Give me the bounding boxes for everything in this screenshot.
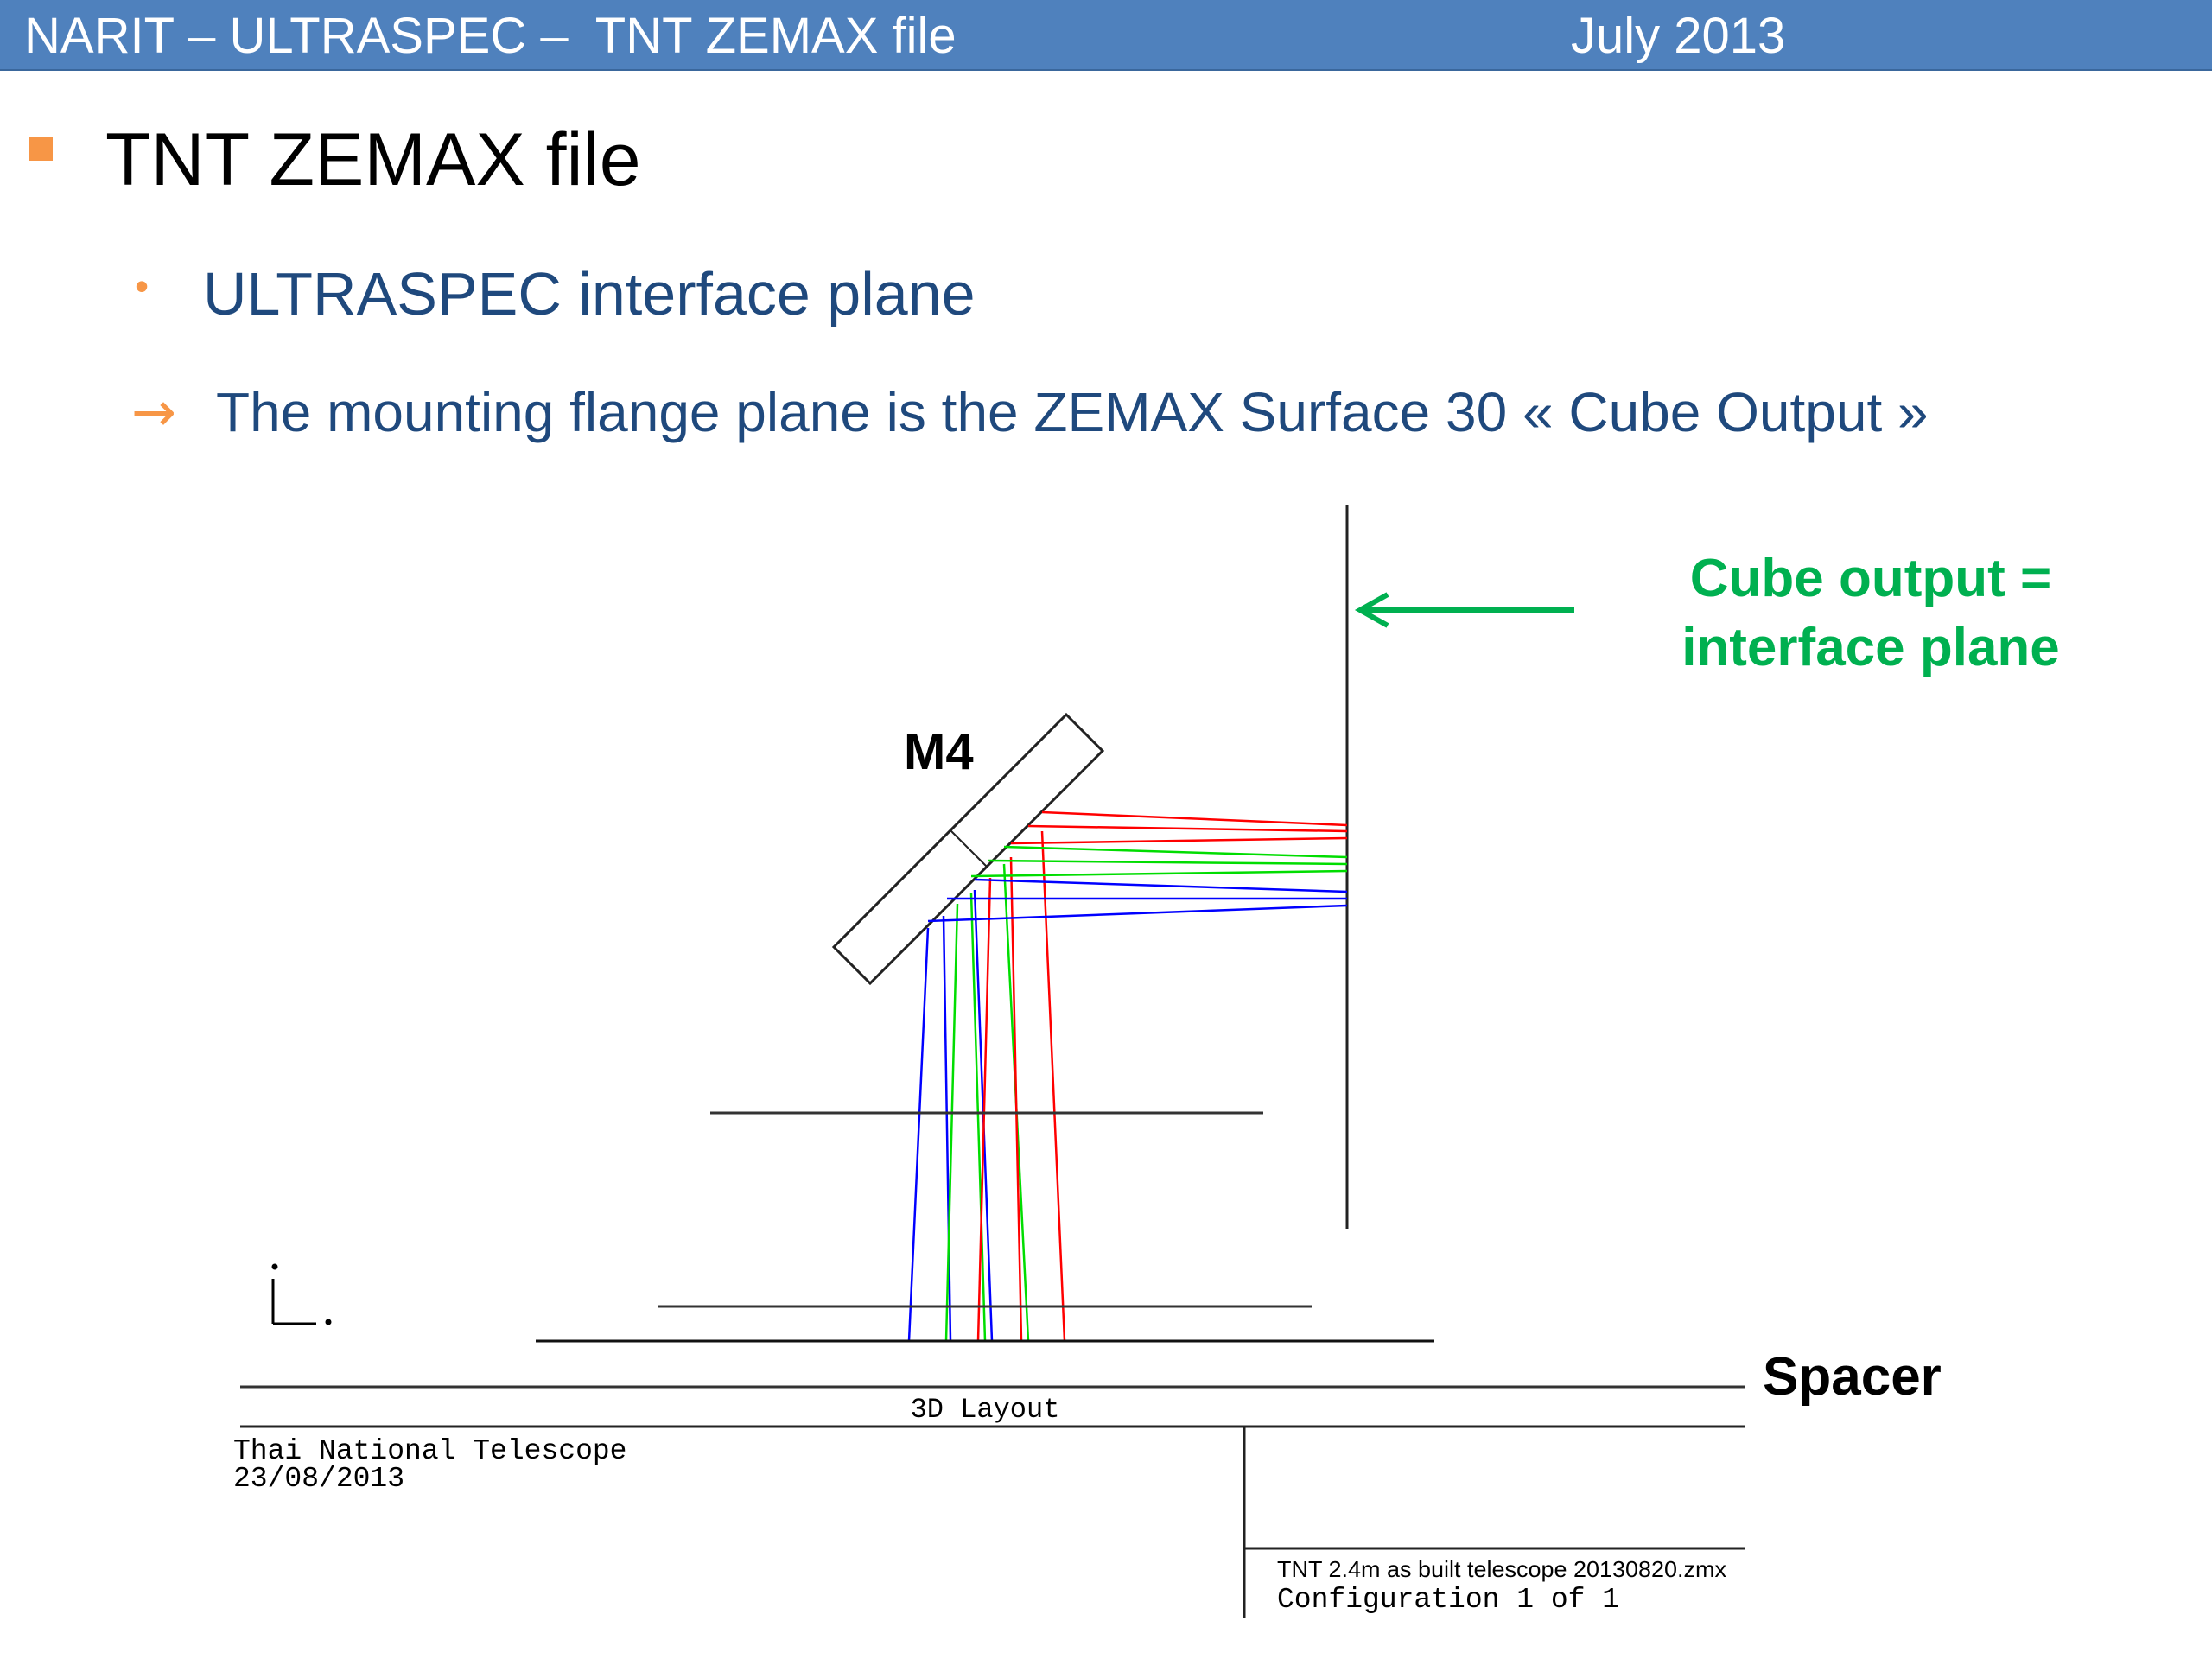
main-heading: TNT ZEMAX file [105, 118, 641, 201]
spacer-label: Spacer [1763, 1347, 1942, 1407]
arrow-bullet-text: The mounting flange plane is the ZEMAX S… [216, 381, 1929, 443]
footer-org: Thai National Telescope [233, 1435, 626, 1467]
heading-bullet-icon [29, 137, 53, 161]
axes-icon [271, 1263, 332, 1325]
sub-bullet-icon: • [135, 264, 149, 308]
vertical-ray-bundle [907, 830, 1066, 1342]
horizontal-ray-bundle [927, 810, 1348, 923]
footer-title: 3D Layout [911, 1394, 1060, 1426]
mirror-m4-label: M4 [904, 724, 974, 780]
sub-heading: ULTRASPEC interface plane [203, 260, 976, 327]
arrow-bullet-icon: → [131, 380, 176, 443]
callout-line-1: Cube output = [1690, 549, 2051, 608]
footer-date: 23/08/2013 [233, 1463, 404, 1495]
callout-line-2: interface plane [1681, 618, 2060, 677]
header-title: NARIT – ULTRASPEC – TNT ZEMAX file [24, 8, 957, 64]
callout-arrow-icon [1354, 592, 1574, 628]
slide-header: NARIT – ULTRASPEC – TNT ZEMAX file July … [0, 0, 2212, 71]
footer-filename: TNT 2.4m as built telescope 20130820.zmx [1277, 1556, 1726, 1582]
header-date: July 2013 [1571, 8, 1786, 64]
footer-configuration: Configuration 1 of 1 [1277, 1584, 1619, 1616]
mirror-m4 [831, 712, 1105, 986]
